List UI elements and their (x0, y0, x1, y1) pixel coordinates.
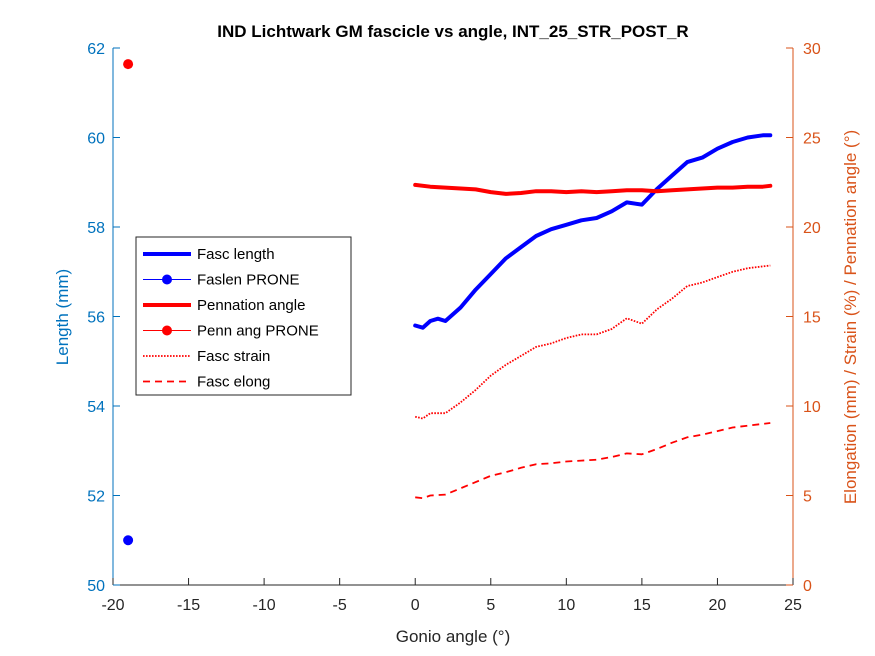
legend-label-3: Penn ang PRONE (197, 323, 319, 340)
y-right-tick-label: 25 (803, 131, 821, 148)
x-tick-label: -20 (101, 597, 124, 614)
x-tick-label: 25 (784, 597, 802, 614)
y-left-tick-label: 56 (87, 310, 105, 327)
data-point-3-0 (123, 59, 134, 70)
y-right-tick-label: 5 (803, 489, 812, 506)
x-tick-label: 5 (486, 597, 495, 614)
x-tick-label: -15 (177, 597, 200, 614)
y-right-tick-label: 15 (803, 310, 821, 327)
series-line-5 (415, 422, 771, 500)
y-right-tick-label: 0 (803, 578, 812, 595)
series-line-0 (413, 133, 773, 330)
legend-label-0: Fasc length (197, 246, 275, 263)
legend-marker-3 (162, 325, 172, 336)
y-left-tick-label: 58 (87, 220, 105, 237)
y-axis-left-label: Length (mm) (53, 269, 72, 365)
legend-label-1: Faslen PRONE (197, 272, 300, 289)
legend-label-5: Fasc elong (197, 374, 270, 391)
x-tick-label: -5 (333, 597, 347, 614)
chart-title: IND Lichtwark GM fascicle vs angle, INT_… (217, 22, 688, 41)
legend-marker-1 (162, 274, 172, 285)
legend-label-2: Pennation angle (197, 297, 305, 314)
series-line-4 (414, 264, 771, 420)
y-left-tick-label: 62 (87, 41, 105, 58)
legend-label-4: Fasc strain (197, 348, 270, 365)
legend-box (135, 236, 352, 396)
y-left-tick-label: 52 (87, 489, 105, 506)
x-axis-label: Gonio angle (°) (396, 627, 511, 646)
x-tick-label: 10 (557, 597, 575, 614)
data-point-1-0 (123, 535, 134, 546)
y-axis-right-label: Elongation (mm) / Strain (%) / Pennation… (841, 130, 860, 504)
y-right-tick-label: 10 (803, 399, 821, 416)
x-tick-label: -10 (253, 597, 276, 614)
series-layer (123, 59, 773, 546)
legend: Fasc length Faslen PRONE Pennation angle Pe… (135, 236, 352, 396)
x-tick-label: 20 (709, 597, 727, 614)
y-right-tick-label: 30 (803, 41, 821, 58)
axes-layer: -20 -15 -10 -5 0 5 10 15 20 25 50 52 54 56 58 60 62 0 5 10 1… (87, 41, 821, 614)
x-tick-label: 0 (411, 597, 420, 614)
y-left-tick-label: 54 (87, 399, 105, 416)
x-tick-label: 15 (633, 597, 651, 614)
y-left-tick-label: 50 (87, 578, 105, 595)
y-right-tick-label: 20 (803, 220, 821, 237)
y-left-tick-label: 60 (87, 131, 105, 148)
series-line-2 (413, 182, 773, 196)
